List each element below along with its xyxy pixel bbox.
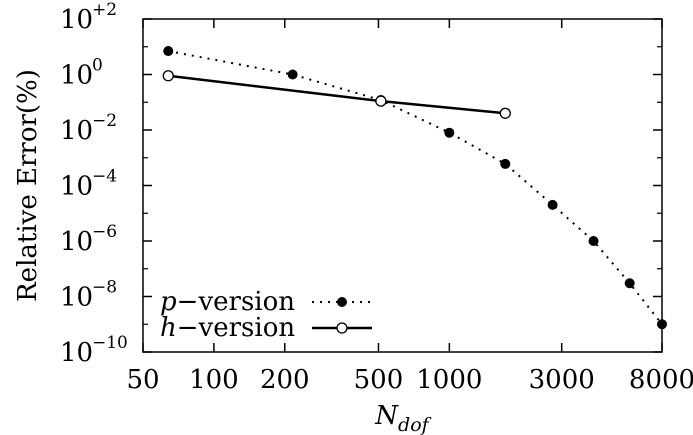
axis-titles: Ndof Relative Error(%)	[13, 69, 432, 435]
y-tick-label: 10	[60, 116, 93, 146]
x-axis-title: Ndof	[374, 401, 431, 435]
y-tick-label: 10	[60, 5, 93, 35]
data-point	[162, 70, 174, 82]
data-point	[500, 158, 511, 169]
data-point	[163, 46, 174, 57]
series-line	[168, 74, 506, 115]
x-tick-label: 3000	[529, 365, 595, 395]
legend-label: h−version	[160, 313, 295, 343]
y-tick-label-exponent: −8	[92, 278, 117, 298]
y-tick-label: 10	[60, 227, 93, 257]
x-tick-label: 8000	[629, 365, 693, 395]
legend-marker	[337, 297, 347, 307]
data-point	[624, 278, 635, 289]
y-axis-title: Relative Error(%)	[13, 69, 43, 302]
y-tick-label-exponent: −2	[92, 111, 117, 131]
series-line	[168, 50, 663, 325]
y-tick-label-exponent: −6	[92, 222, 117, 242]
y-tick-label-exponent: −4	[92, 167, 117, 187]
x-tick-label: 100	[189, 365, 239, 395]
series-layer	[162, 46, 667, 330]
legend-label: p−version	[160, 287, 295, 317]
data-point	[657, 319, 667, 330]
y-tick-label-exponent: −10	[92, 333, 128, 353]
y-tick-label: 10	[60, 61, 93, 91]
y-tick-label: 10	[60, 338, 93, 368]
x-tick-label: 1000	[416, 365, 482, 395]
data-point	[375, 95, 387, 107]
y-tick-label-exponent: 0	[92, 56, 103, 76]
x-tick-label: 50	[126, 365, 159, 395]
legend-marker	[336, 322, 348, 334]
data-point	[588, 236, 599, 246]
data-point	[499, 107, 511, 119]
data-point	[444, 127, 455, 138]
y-tick-label-exponent: +2	[92, 0, 117, 20]
data-point	[287, 69, 298, 80]
data-point	[547, 199, 558, 210]
y-tick-label: 10	[60, 283, 93, 313]
x-tick-label: 200	[260, 365, 310, 395]
y-tick-label: 10	[60, 172, 93, 202]
x-tick-label: 500	[354, 365, 404, 395]
